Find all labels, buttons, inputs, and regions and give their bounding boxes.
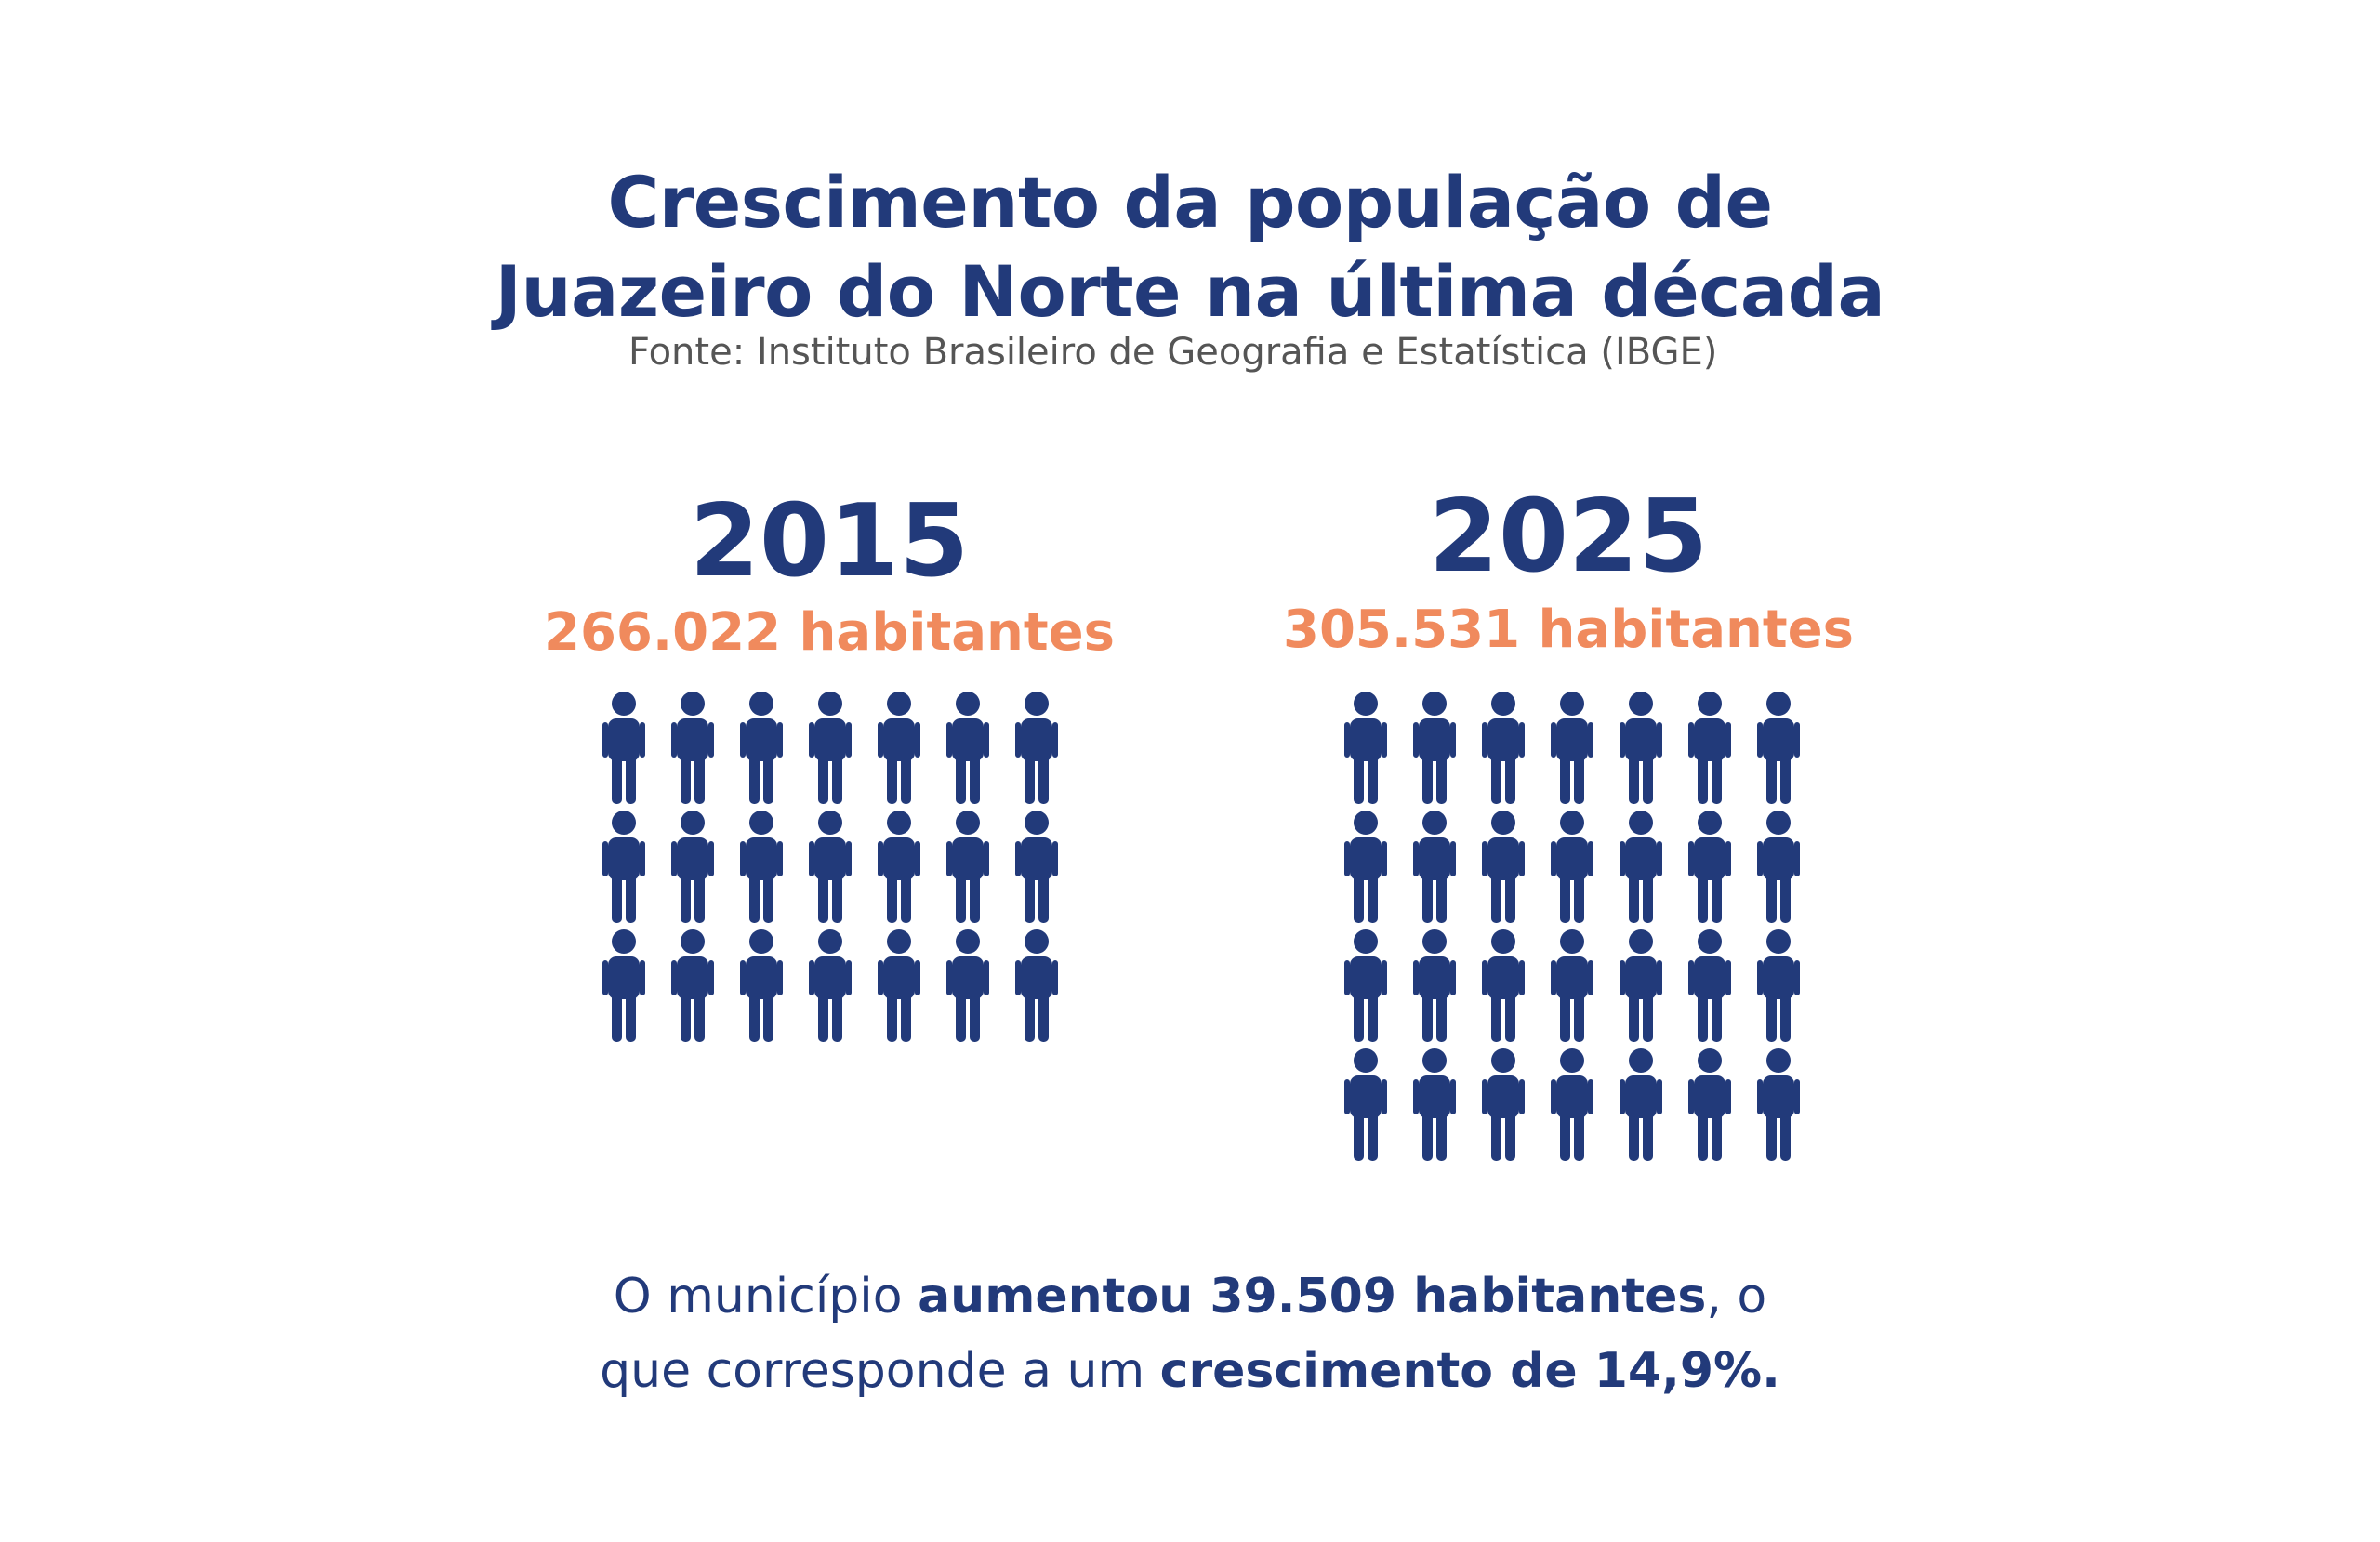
person-icon	[1482, 811, 1525, 923]
person-icon	[1688, 929, 1731, 1042]
person-icon	[1482, 929, 1525, 1042]
summary-line-2-pre: que corresponde a um	[600, 1343, 1160, 1399]
year-label-2015: 2015	[689, 483, 970, 600]
person-icon	[602, 692, 645, 804]
title-line-2: Juazeiro do Norte na última década	[495, 250, 1885, 333]
person-icon	[1551, 811, 1593, 923]
person-icon	[1688, 1048, 1731, 1161]
person-icon	[946, 929, 989, 1042]
summary-line-1: O município aumentou 39.509 habitantes, …	[0, 1259, 2380, 1334]
person-icon	[671, 929, 714, 1042]
summary-highlight-increase: aumentou 39.509 habitantes	[918, 1269, 1707, 1325]
person-icon	[1344, 692, 1387, 804]
person-icon	[1757, 692, 1800, 804]
person-icon	[1551, 1048, 1593, 1161]
person-icon	[671, 692, 714, 804]
person-icon	[1413, 929, 1456, 1042]
summary-line-2: que corresponde a um crescimento de 14,9…	[0, 1334, 2380, 1408]
person-icon	[1551, 929, 1593, 1042]
source-note: Fonte: Instituto Brasileiro de Geografia…	[628, 331, 1718, 374]
person-icon	[602, 929, 645, 1042]
person-icon	[1482, 692, 1525, 804]
person-icon	[946, 692, 989, 804]
person-icon	[740, 811, 783, 923]
person-icon	[1413, 811, 1456, 923]
summary-highlight-growth: crescimento de 14,9%.	[1159, 1343, 1780, 1399]
person-icon	[1757, 811, 1800, 923]
population-label-2025: 305.531 habitantes	[1282, 600, 1854, 660]
person-icon	[740, 929, 783, 1042]
person-icon	[946, 811, 989, 923]
person-icon	[1344, 929, 1387, 1042]
summary-line-1-post: , o	[1706, 1269, 1767, 1325]
person-icon	[1015, 692, 1058, 804]
person-icon	[878, 692, 920, 804]
pictogram-2025	[1344, 692, 1800, 1161]
person-icon	[1620, 811, 1662, 923]
person-icon	[878, 811, 920, 923]
person-icon	[602, 811, 645, 923]
person-icon	[1344, 811, 1387, 923]
person-icon	[1757, 929, 1800, 1042]
person-icon	[1757, 1048, 1800, 1161]
person-icon	[1620, 692, 1662, 804]
person-icon	[1551, 692, 1593, 804]
chart-title: Crescimento da população de Juazeiro do …	[0, 158, 2380, 336]
population-label-2015: 266.022 habitantes	[543, 602, 1115, 663]
summary-text: O município aumentou 39.509 habitantes, …	[0, 1259, 2380, 1408]
year-label-2025: 2025	[1428, 479, 1709, 595]
person-icon	[1620, 929, 1662, 1042]
person-icon	[1413, 692, 1456, 804]
person-icon	[1015, 929, 1058, 1042]
person-icon	[1344, 1048, 1387, 1161]
person-icon	[1413, 1048, 1456, 1161]
person-icon	[878, 929, 920, 1042]
person-icon	[740, 692, 783, 804]
person-icon	[1688, 811, 1731, 923]
person-icon	[671, 811, 714, 923]
person-icon	[1482, 1048, 1525, 1161]
person-icon	[1688, 692, 1731, 804]
person-icon	[809, 929, 852, 1042]
person-icon	[809, 811, 852, 923]
person-icon	[1015, 811, 1058, 923]
pictogram-2015	[602, 692, 1058, 1042]
title-line-1: Crescimento da população de	[607, 161, 1773, 244]
person-icon	[1620, 1048, 1662, 1161]
person-icon	[809, 692, 852, 804]
summary-line-1-pre: O município	[613, 1269, 919, 1325]
